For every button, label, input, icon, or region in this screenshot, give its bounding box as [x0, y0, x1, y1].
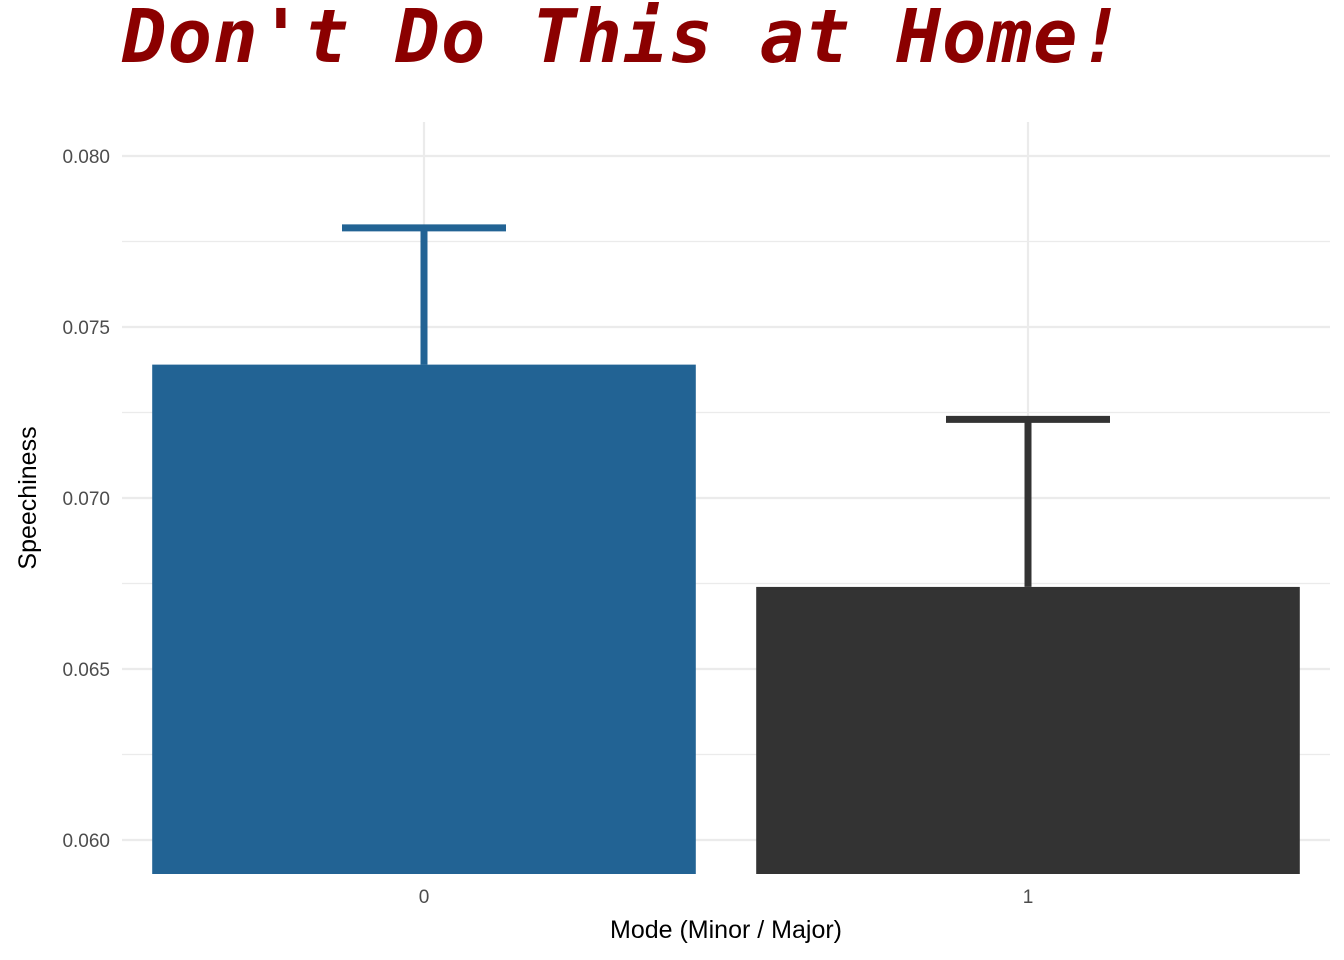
y-tick-label: 0.065: [62, 660, 110, 681]
y-tick-label: 0.060: [62, 831, 110, 852]
y-tick-label: 0.070: [62, 489, 110, 510]
x-tick-label: 1: [1023, 887, 1034, 908]
y-tick-label: 0.075: [62, 318, 110, 339]
chart-title: Don't Do This at Home!: [122, 0, 1125, 80]
error-bars: [342, 224, 1110, 587]
x-axis-label: Mode (Minor / Major): [610, 916, 842, 944]
x-tick-label: 0: [419, 887, 430, 908]
y-axis-ticks: 0.060 0.065 0.070 0.075 0.080: [62, 147, 110, 852]
bar-mode-0: [152, 364, 696, 874]
bar-mode-1: [756, 586, 1300, 874]
y-axis-label: Speechiness: [14, 426, 42, 569]
bars: [152, 364, 1300, 874]
y-tick-label: 0.080: [62, 147, 110, 168]
